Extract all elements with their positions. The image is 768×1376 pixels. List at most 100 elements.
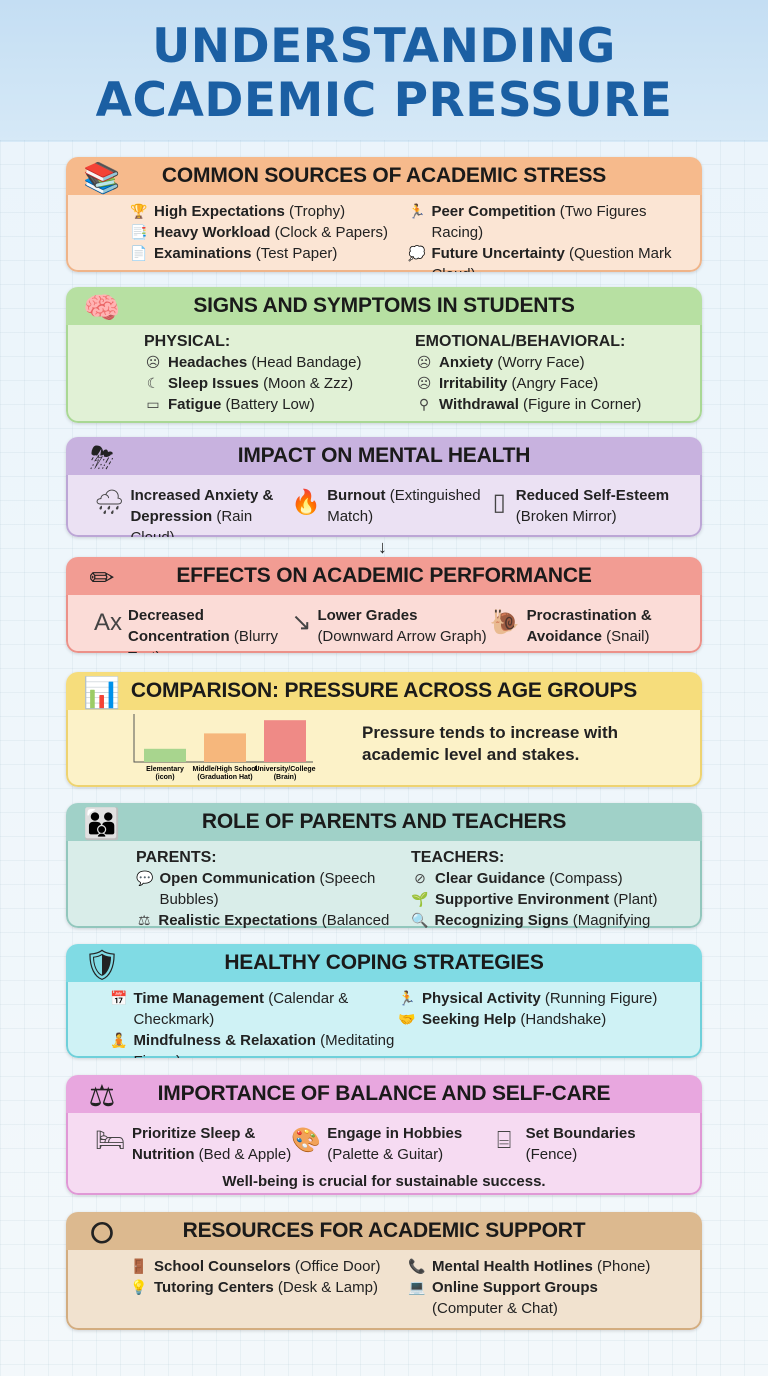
list-item: ⚖ Realistic Expectations (Balanced Scale) xyxy=(136,910,411,928)
column: PHYSICAL: ☹ Headaches (Head Bandage) ☾ Sleep… xyxy=(144,331,415,415)
storm-cloud-icon: ⛈ xyxy=(90,442,114,475)
item-text: Sleep Issues (Moon & Zzz) xyxy=(168,373,353,394)
item-label-2: Depression xyxy=(130,508,213,525)
section-header: IMPORTANCE OF BALANCE AND SELF-CARE xyxy=(66,1075,702,1113)
section-title: IMPORTANCE OF BALANCE AND SELF-CARE xyxy=(157,1082,611,1105)
section-header: COMMON SOURCES OF ACADEMIC STRESS xyxy=(66,157,702,195)
item-text: Online Support Groups (Computer & Chat) xyxy=(432,1277,598,1319)
item-text: Prioritize Sleep & Nutrition (Bed & Apple… xyxy=(132,1123,291,1165)
item-note: (Question Mark Cloud) xyxy=(431,245,672,272)
item-label: Peer Competition xyxy=(431,203,556,220)
rain-cloud-icon: 🌧 xyxy=(94,489,125,516)
item-note: (Broken Mirror) xyxy=(515,508,617,525)
section-title: HEALTHY COPING STRATEGIES xyxy=(224,951,544,974)
item-text: Recognizing Signs (Magnifying Glass) xyxy=(434,910,686,928)
item-text: Decreased Concentration (Blurry Text) xyxy=(128,605,291,653)
item-text: Reduced Self-Esteem (Broken Mirror) xyxy=(516,485,686,527)
item-text: Anxiety (Worry Face) xyxy=(439,352,585,373)
compass-icon: ⊘ xyxy=(414,870,426,886)
item-note: (Rain Cloud) xyxy=(130,508,253,537)
item-label: Future Uncertainty xyxy=(431,245,565,262)
calendar-check-icon: 📅 xyxy=(110,990,128,1006)
section-signs: SIGNS AND SYMPTOMS IN STUDENTS 🧠 PHYSICAL:… xyxy=(66,287,702,423)
section-body: PARENTS: 💬 Open Communication (Speech Bubb… xyxy=(66,841,702,928)
item-note: (Computer & Chat) xyxy=(432,1300,558,1317)
bar-0 xyxy=(144,748,186,762)
list-item: ☹ Anxiety (Worry Face) xyxy=(415,352,686,373)
angry-face-icon: ☹ xyxy=(416,375,432,391)
item-text: Heavy Workload (Clock & Papers) xyxy=(154,222,388,243)
item-label: Decreased Concentration xyxy=(128,607,230,645)
clock-papers-icon: 📑 xyxy=(130,224,148,240)
columns: 📅 Time Management (Calendar & Checkmark) 🧘… xyxy=(82,988,686,1058)
item-label: Sleep Issues xyxy=(168,375,259,392)
scale-icon: ⚖ xyxy=(88,1080,116,1113)
item-note: (Handshake) xyxy=(520,1011,607,1028)
section-body: 🚪 School Counselors (Office Door) 💡 Tutorin… xyxy=(66,1250,702,1330)
palette-guitar-icon: 🎨 xyxy=(291,1127,322,1154)
item-note: (Trophy) xyxy=(289,203,346,220)
item-note: (Extinguished Match) xyxy=(327,487,481,525)
blurry-text-icon: Ax xyxy=(94,609,123,636)
item-note: (Blurry Text) xyxy=(128,628,279,653)
down-arrow-icon: ↓ xyxy=(378,537,387,557)
item-text: Withdrawal (Figure in Corner) xyxy=(439,394,641,415)
item-note: (Desk & Lamp) xyxy=(277,1279,378,1296)
items-row: 🛏 Prioritize Sleep & Nutrition (Bed & Appl… xyxy=(82,1119,686,1167)
item-note: (Angry Face) xyxy=(511,375,599,392)
list-item: 💭 Future Uncertainty (Question Mark Cloud… xyxy=(408,243,686,272)
list-item: 🎨 Engage in Hobbies (Palette & Guitar) xyxy=(291,1123,488,1165)
item-label: Prioritize Sleep & xyxy=(132,1125,256,1142)
item-note: (Speech Bubbles) xyxy=(159,870,376,908)
question-cloud-icon: 💭 xyxy=(408,245,426,261)
category-label: (Brain) xyxy=(274,774,297,781)
list-item: 🌱 Supportive Environment (Plant) xyxy=(411,889,686,910)
desk-lamp-icon: 💡 xyxy=(130,1279,148,1295)
item-label: Supportive Environment xyxy=(435,891,610,908)
test-paper-icon: 📄 xyxy=(130,245,148,261)
meditating-figure-icon: 🧘 xyxy=(110,1032,128,1048)
section-header: EFFECTS ON ACADEMIC PERFORMANCE xyxy=(66,557,702,595)
list-item: 🚪 School Counselors (Office Door) xyxy=(130,1256,408,1277)
brain-icon: 🧠 xyxy=(83,292,121,325)
list-item: 🌧 Increased Anxiety & Depression (Rain Clo… xyxy=(94,485,291,537)
column-heading: PARENTS: xyxy=(136,849,217,866)
item-label-2: Nutrition xyxy=(132,1146,195,1163)
column: 🔥 Burnout (Extinguished Match) xyxy=(291,485,488,537)
category-label: Middle/High School xyxy=(193,766,258,773)
list-item: 💻 Online Support Groups (Computer & Chat) xyxy=(408,1277,686,1319)
column-heading: TEACHERS: xyxy=(411,849,505,866)
bed-apple-icon: 🛏 xyxy=(94,1127,126,1154)
category-label: (Graduation Hat) xyxy=(197,774,252,781)
columns: 🚪 School Counselors (Office Door) 💡 Tutorin… xyxy=(82,1256,686,1319)
running-figure-icon: 🏃 xyxy=(398,990,416,1006)
item-label: School Counselors xyxy=(154,1258,291,1275)
balanced-scale-icon: ⚖ xyxy=(137,912,151,928)
item-label: Seeking Help xyxy=(422,1011,517,1028)
item-note: (Worry Face) xyxy=(497,354,585,371)
plant-icon: 🌱 xyxy=(411,891,429,907)
item-label: Heavy Workload xyxy=(154,224,271,241)
chart-axis xyxy=(133,714,313,763)
column: 🏆 High Expectations (Trophy) 📑 Heavy Worklo… xyxy=(130,201,408,272)
column: ↘ Lower Grades (Downward Arrow Graph) xyxy=(291,605,488,653)
column: 🛏 Prioritize Sleep & Nutrition (Bed & Appl… xyxy=(94,1123,291,1165)
section-header: ROLE OF PARENTS AND TEACHERS xyxy=(66,803,702,841)
item-text: Lower Grades (Downward Arrow Graph) xyxy=(317,605,488,647)
list-item: 🔥 Burnout (Extinguished Match) xyxy=(291,485,488,527)
list-item: 🧘 Mindfulness & Relaxation (Meditating Fi… xyxy=(110,1030,398,1058)
list-item: 🏃 Peer Competition (Two Figures Racing) xyxy=(408,201,686,243)
item-text: Set Boundaries (Fence) xyxy=(526,1123,686,1165)
worry-face-icon: ☹ xyxy=(416,354,432,370)
list-item: ☾ Sleep Issues (Moon & Zzz) xyxy=(144,373,415,394)
item-text: Seeking Help (Handshake) xyxy=(422,1009,606,1030)
item-note: (Office Door) xyxy=(294,1258,381,1275)
list-item: 🏆 High Expectations (Trophy) xyxy=(130,201,408,222)
item-label: Recognizing Signs xyxy=(434,912,569,928)
column: EMOTIONAL/BEHAVIORAL: ☹ Anxiety (Worry Fac… xyxy=(415,331,686,415)
section-header: RESOURCES FOR ACADEMIC SUPPORT xyxy=(66,1212,702,1250)
column: 📞 Mental Health Hotlines (Phone) 💻 Online S… xyxy=(408,1256,686,1319)
section-body: PHYSICAL: ☹ Headaches (Head Bandage) ☾ Sleep… xyxy=(66,325,702,423)
broken-pencil-icon: ✏ xyxy=(89,562,115,595)
item-text: Open Communication (Speech Bubbles) xyxy=(159,868,411,910)
